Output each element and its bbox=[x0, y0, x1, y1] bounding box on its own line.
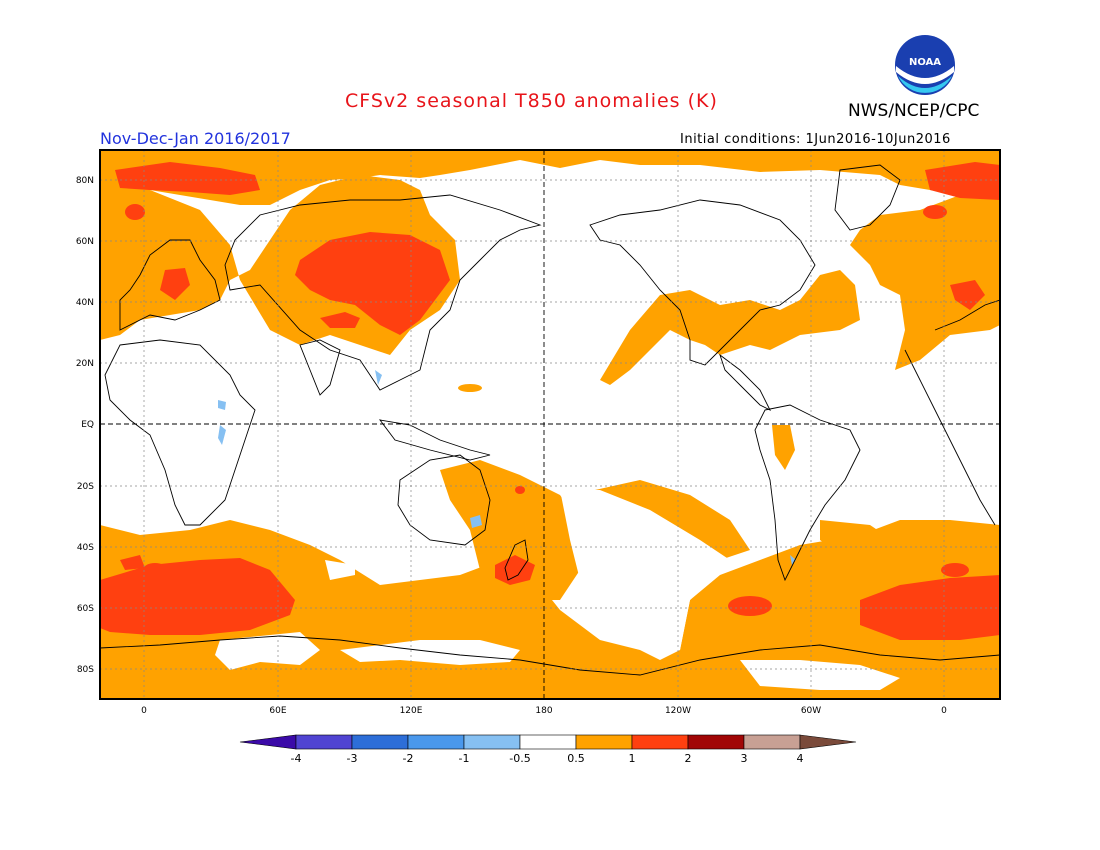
colorbar-arrow-high bbox=[799, 734, 857, 750]
colorbar-swatch bbox=[575, 734, 633, 750]
initial-conditions: Initial conditions: 1Jun2016-10Jun2016 bbox=[680, 132, 951, 147]
lat-label: 80S bbox=[77, 665, 94, 675]
colorbar-swatch bbox=[687, 734, 745, 750]
reference-lines bbox=[100, 150, 1000, 699]
colorbar-label: -4 bbox=[291, 752, 302, 765]
colorbar-label: 1 bbox=[629, 752, 636, 765]
lon-label: 60W bbox=[801, 706, 821, 716]
lon-label: 120E bbox=[400, 706, 423, 716]
colorbar-label: -3 bbox=[347, 752, 358, 765]
lat-label: EQ bbox=[81, 420, 94, 430]
lat-label: 60N bbox=[76, 237, 94, 247]
anomaly-fields bbox=[100, 150, 1000, 699]
lat-label: 80N bbox=[76, 176, 94, 186]
longitude-axis: 0 60E 120E 180 120W 60W 0 bbox=[141, 706, 947, 716]
colorbar-label: 0.5 bbox=[567, 752, 585, 765]
colorbar-labels: -4 -3 -2 -1 -0.5 0.5 1 2 3 4 bbox=[291, 752, 804, 765]
gridlines bbox=[100, 150, 1000, 699]
colorbar-label: 4 bbox=[797, 752, 804, 765]
colorbar-swatch bbox=[407, 734, 465, 750]
lat-label: 60S bbox=[77, 604, 94, 614]
colorbar-label: 2 bbox=[685, 752, 692, 765]
colorbar-label: -2 bbox=[403, 752, 414, 765]
colorbar-swatch bbox=[295, 734, 353, 750]
latitude-axis: 80N 60N 40N 20N EQ 20S 40S 60S 80S bbox=[76, 176, 94, 675]
lon-label: 180 bbox=[535, 706, 552, 716]
coastlines bbox=[100, 164, 1000, 676]
season-label: Nov-Dec-Jan 2016/2017 bbox=[100, 129, 291, 148]
colorbar-swatch bbox=[351, 734, 409, 750]
colorbar-label: -0.5 bbox=[509, 752, 530, 765]
lon-label: 0 bbox=[141, 706, 147, 716]
map-frame bbox=[99, 149, 1001, 700]
colorbar-arrow-low bbox=[239, 734, 297, 750]
colorbar-swatch bbox=[631, 734, 689, 750]
map-title: CFSv2 seasonal T850 anomalies (K) bbox=[345, 90, 718, 112]
anomaly-region-1-2 bbox=[100, 162, 1000, 640]
lat-label: 40N bbox=[76, 298, 94, 308]
lat-label: 40S bbox=[77, 543, 94, 553]
colorbar-label: 3 bbox=[741, 752, 748, 765]
colorbar-swatch bbox=[519, 734, 577, 750]
colorbar-label: -1 bbox=[459, 752, 470, 765]
lon-label: 120W bbox=[665, 706, 691, 716]
lat-label: 20S bbox=[77, 482, 94, 492]
org-label: NWS/NCEP/CPC bbox=[848, 101, 980, 121]
colorbar-swatch bbox=[463, 734, 521, 750]
colorbar bbox=[239, 734, 857, 750]
noaa-logo-text: NOAA bbox=[909, 57, 941, 68]
lon-label: 60E bbox=[269, 706, 286, 716]
lon-label: 0 bbox=[941, 706, 947, 716]
noaa-logo: NOAA bbox=[895, 35, 955, 95]
lat-label: 20N bbox=[76, 359, 94, 369]
colorbar-swatch bbox=[743, 734, 801, 750]
anomaly-region-neg-0.5 bbox=[218, 370, 796, 565]
